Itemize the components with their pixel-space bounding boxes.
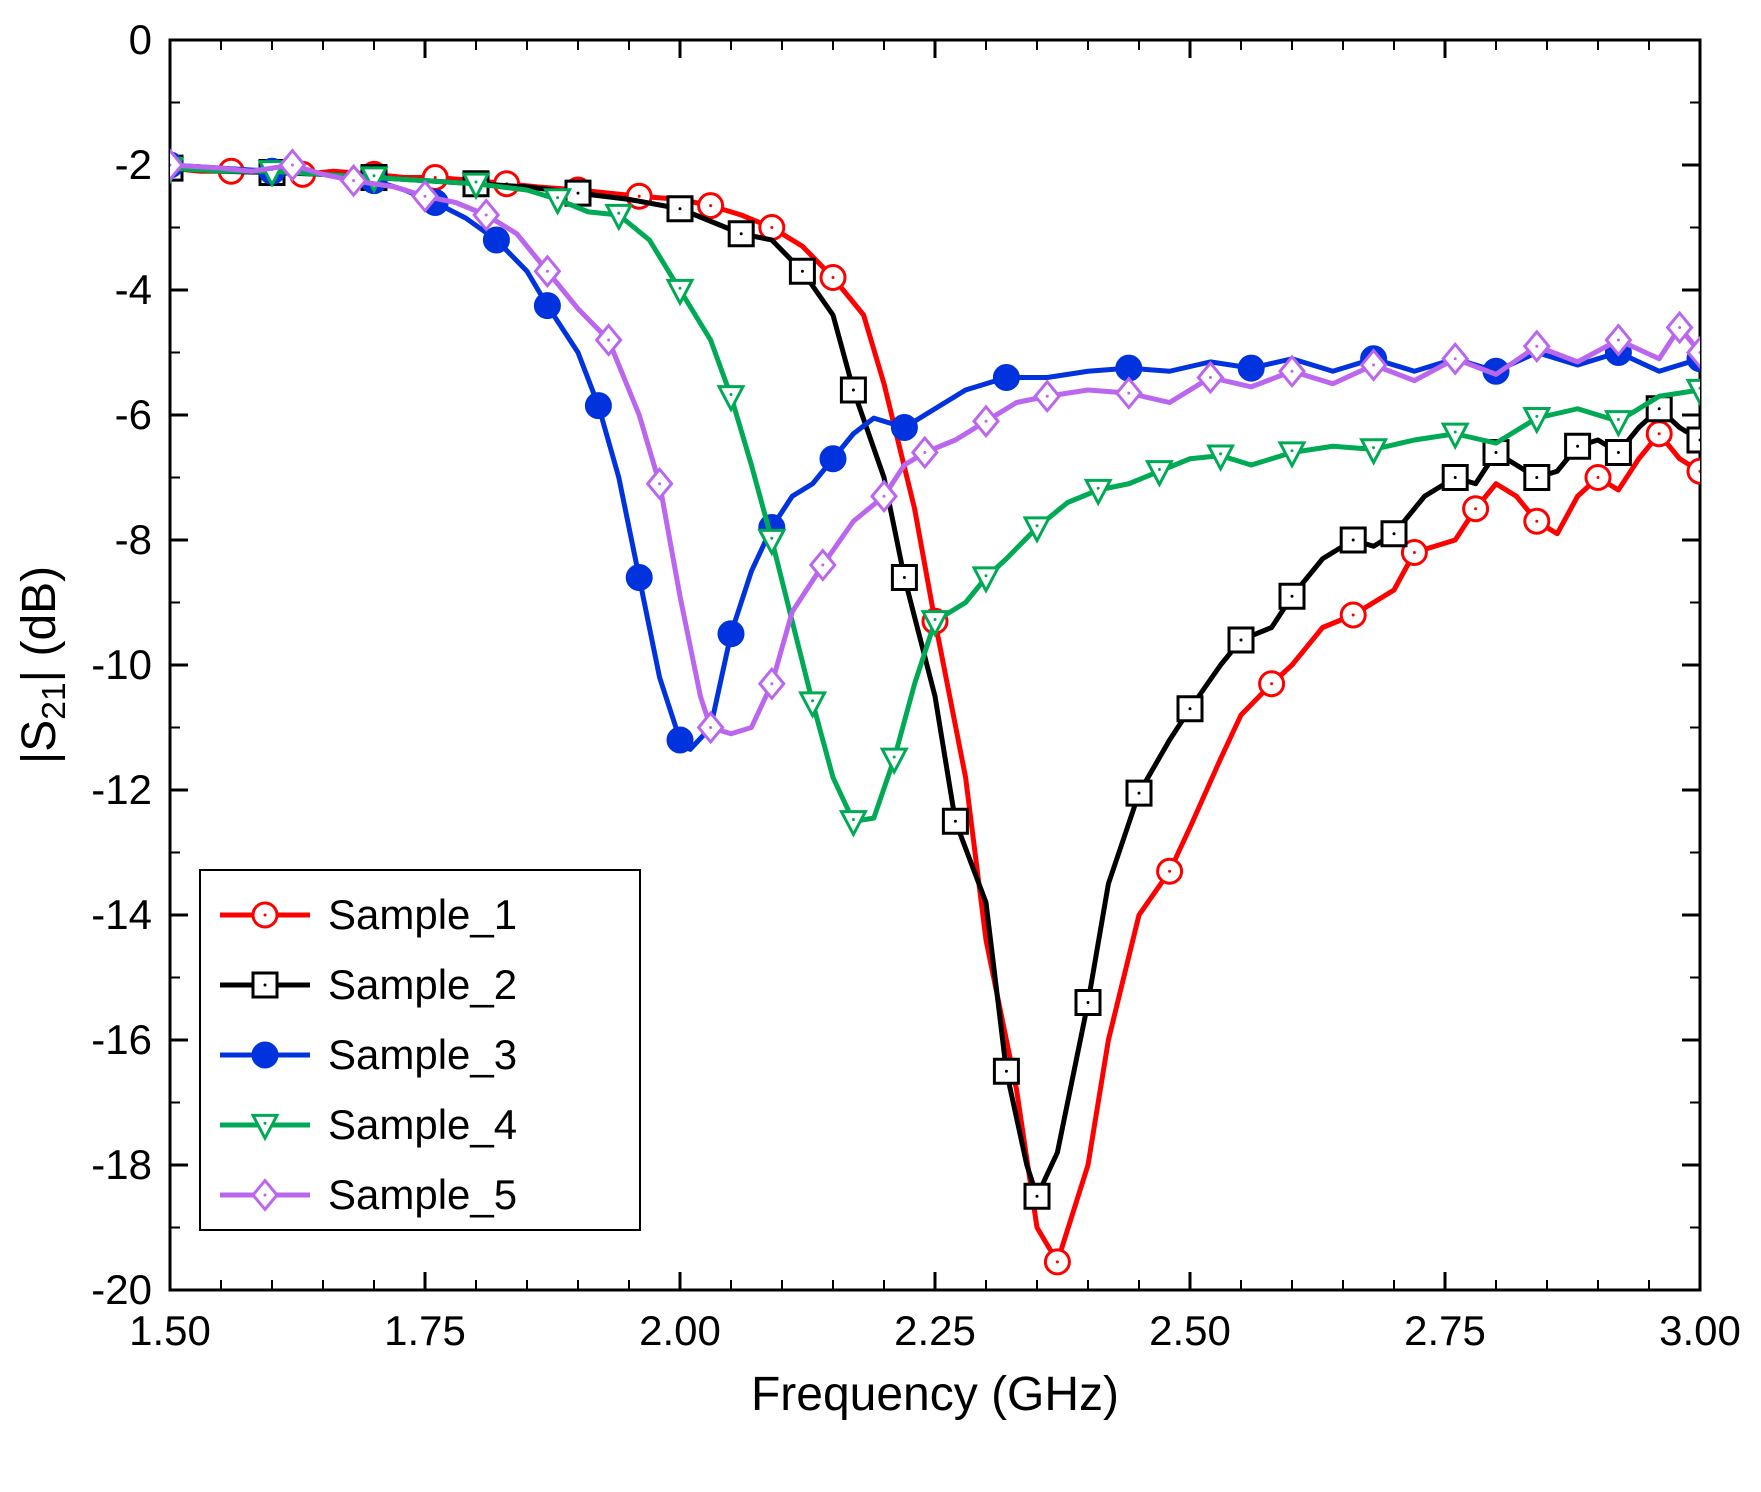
y-tick-label: -18 xyxy=(91,1141,152,1188)
y-tick-label: -8 xyxy=(115,516,152,563)
legend-label-2: Sample_3 xyxy=(328,1031,517,1078)
y-tick-label: -16 xyxy=(91,1016,152,1063)
x-axis-title: Frequency (GHz) xyxy=(751,1368,1119,1421)
y-tick-label: -2 xyxy=(115,141,152,188)
legend-label-1: Sample_2 xyxy=(328,961,517,1008)
y-tick-label: -12 xyxy=(91,766,152,813)
x-tick-label: 1.50 xyxy=(129,1307,211,1354)
y-tick-label: -10 xyxy=(91,641,152,688)
x-tick-label: 3.00 xyxy=(1659,1307,1741,1354)
y-axis-title: |S21| (dB) xyxy=(13,566,73,764)
legend: Sample_1 Sample_2 Sample_3 Sample_4 Sample_5 xyxy=(200,870,640,1230)
legend-label-3: Sample_4 xyxy=(328,1101,517,1148)
s21-chart: 1.50 1.75 2.00 2.25 2.50 2.75 3.00 0 -2 -4 -6 -8 -10… xyxy=(0,0,1761,1492)
chart-svg: 1.50 1.75 2.00 2.25 2.50 2.75 3.00 0 -2 -4 -6 -8 -10… xyxy=(0,0,1761,1492)
x-tick-label: 1.75 xyxy=(384,1307,466,1354)
y-tick-label: -14 xyxy=(91,891,152,938)
legend-label-4: Sample_5 xyxy=(328,1171,517,1218)
y-tick-label: 0 xyxy=(129,16,152,63)
x-tick-label: 2.50 xyxy=(1149,1307,1231,1354)
x-tick-label: 2.75 xyxy=(1404,1307,1486,1354)
y-tick-label: -4 xyxy=(115,266,152,313)
legend-label-0: Sample_1 xyxy=(328,891,517,938)
y-tick-label: -6 xyxy=(115,391,152,438)
y-tick-label: -20 xyxy=(91,1266,152,1313)
x-tick-label: 2.00 xyxy=(639,1307,721,1354)
x-tick-label: 2.25 xyxy=(894,1307,976,1354)
